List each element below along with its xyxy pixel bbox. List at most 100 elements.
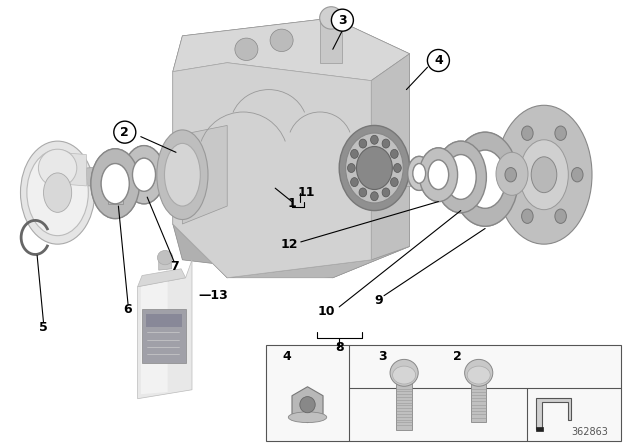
Ellipse shape — [435, 141, 486, 213]
Ellipse shape — [394, 164, 401, 172]
Ellipse shape — [452, 132, 518, 226]
Circle shape — [114, 121, 136, 143]
Ellipse shape — [164, 143, 200, 206]
FancyBboxPatch shape — [266, 345, 621, 441]
Ellipse shape — [496, 105, 592, 244]
Ellipse shape — [555, 126, 566, 140]
Text: 7: 7 — [170, 260, 179, 273]
Polygon shape — [108, 199, 123, 204]
Text: 362863: 362863 — [571, 427, 608, 437]
Polygon shape — [173, 18, 410, 81]
Polygon shape — [486, 164, 512, 186]
Ellipse shape — [522, 126, 533, 140]
Text: 3: 3 — [338, 13, 347, 27]
Ellipse shape — [572, 168, 583, 182]
Ellipse shape — [132, 158, 156, 191]
Circle shape — [428, 49, 449, 72]
Ellipse shape — [348, 164, 355, 172]
Ellipse shape — [413, 164, 426, 183]
Ellipse shape — [520, 140, 568, 210]
Ellipse shape — [419, 148, 458, 202]
Ellipse shape — [390, 359, 418, 386]
FancyBboxPatch shape — [536, 426, 543, 431]
Ellipse shape — [505, 168, 516, 182]
Polygon shape — [320, 18, 342, 63]
Ellipse shape — [356, 146, 392, 190]
Text: 5: 5 — [39, 320, 48, 334]
Polygon shape — [159, 256, 172, 270]
Ellipse shape — [452, 132, 518, 226]
Ellipse shape — [157, 130, 208, 220]
Text: 3: 3 — [378, 350, 387, 363]
Ellipse shape — [44, 173, 72, 212]
Polygon shape — [471, 379, 486, 422]
FancyBboxPatch shape — [146, 314, 182, 327]
Ellipse shape — [522, 209, 533, 224]
Ellipse shape — [101, 164, 129, 204]
Ellipse shape — [157, 250, 173, 265]
Ellipse shape — [91, 149, 140, 219]
Ellipse shape — [428, 160, 449, 190]
Ellipse shape — [351, 178, 358, 187]
Text: 2: 2 — [120, 125, 129, 139]
Polygon shape — [141, 264, 168, 394]
Ellipse shape — [392, 366, 415, 384]
Ellipse shape — [419, 148, 458, 202]
Ellipse shape — [445, 155, 476, 199]
Ellipse shape — [38, 149, 77, 187]
FancyBboxPatch shape — [142, 309, 186, 363]
Ellipse shape — [390, 149, 398, 159]
Text: 9: 9 — [374, 293, 383, 307]
Ellipse shape — [346, 133, 403, 203]
Text: 12: 12 — [280, 237, 298, 251]
Ellipse shape — [20, 141, 95, 244]
Ellipse shape — [91, 149, 140, 219]
Ellipse shape — [465, 150, 506, 208]
Text: 10: 10 — [317, 305, 335, 318]
Polygon shape — [58, 152, 86, 186]
Ellipse shape — [413, 164, 426, 183]
Ellipse shape — [235, 38, 258, 60]
Polygon shape — [173, 224, 410, 278]
Ellipse shape — [382, 188, 390, 197]
Polygon shape — [396, 379, 412, 430]
Ellipse shape — [555, 209, 566, 224]
Ellipse shape — [428, 160, 449, 190]
Polygon shape — [173, 63, 371, 278]
Ellipse shape — [359, 188, 367, 197]
Ellipse shape — [359, 139, 367, 148]
Polygon shape — [173, 18, 410, 278]
Ellipse shape — [435, 141, 486, 213]
Ellipse shape — [124, 146, 164, 204]
Ellipse shape — [101, 164, 129, 204]
Polygon shape — [138, 269, 186, 287]
Text: 1: 1 — [287, 197, 296, 211]
Text: 2: 2 — [453, 350, 462, 363]
Ellipse shape — [339, 125, 410, 211]
Ellipse shape — [27, 150, 88, 236]
Ellipse shape — [371, 192, 378, 201]
Ellipse shape — [465, 150, 506, 208]
Text: 11: 11 — [297, 186, 315, 199]
Ellipse shape — [496, 152, 528, 195]
Text: 4: 4 — [434, 54, 443, 67]
Polygon shape — [292, 387, 323, 422]
Ellipse shape — [320, 7, 343, 29]
Polygon shape — [138, 260, 192, 399]
Polygon shape — [86, 161, 182, 186]
Ellipse shape — [351, 150, 358, 159]
Text: 4: 4 — [282, 350, 291, 363]
Ellipse shape — [382, 139, 390, 148]
Text: 8: 8 — [335, 340, 344, 354]
Ellipse shape — [408, 156, 431, 190]
Polygon shape — [371, 54, 410, 260]
Ellipse shape — [132, 158, 156, 191]
Ellipse shape — [371, 135, 378, 144]
Polygon shape — [406, 161, 486, 186]
Ellipse shape — [467, 366, 490, 384]
Ellipse shape — [445, 155, 476, 199]
Ellipse shape — [531, 157, 557, 193]
Ellipse shape — [408, 156, 431, 190]
Text: —13: —13 — [198, 289, 228, 302]
Ellipse shape — [288, 412, 326, 422]
